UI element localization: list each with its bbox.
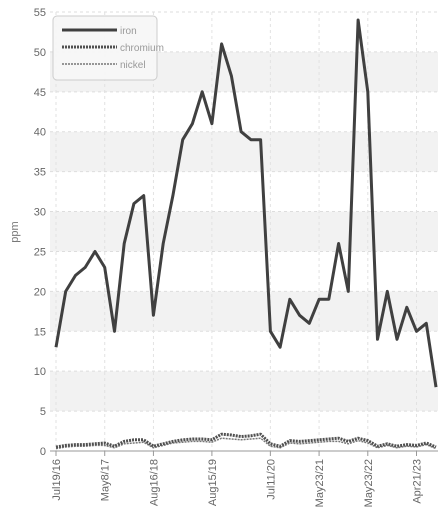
x-tick-label: Jul19/16 — [51, 459, 63, 501]
x-tick-label: May23/21 — [314, 459, 326, 507]
y-tick-label: 40 — [34, 127, 46, 139]
x-tick-label: May23/22 — [363, 459, 375, 507]
plot-band — [50, 371, 438, 412]
y-tick-label: 20 — [34, 286, 46, 298]
plot-band — [50, 211, 438, 252]
series-line-iron — [54, 18, 438, 388]
legend-label-nickel: nickel — [120, 60, 146, 71]
x-tick-label: Apr21/23 — [412, 459, 424, 504]
y-tick-label: 0 — [40, 446, 46, 458]
y-tick-label: 30 — [34, 207, 46, 219]
legend-label-iron: iron — [120, 26, 137, 37]
x-tick-label: Jul11/20 — [265, 459, 277, 500]
y-tick-label: 15 — [34, 326, 46, 338]
x-tick-label: May8/17 — [100, 459, 112, 501]
series-lines — [54, 18, 438, 450]
y-tick-label: 50 — [34, 47, 46, 59]
series-line-chromium — [55, 432, 437, 449]
legend-label-chromium: chromium — [120, 43, 164, 54]
x-tick-label: Aug16/18 — [148, 459, 160, 506]
x-tick-label: Aug15/19 — [207, 459, 219, 506]
plot-band — [50, 171, 438, 212]
y-tick-label: 35 — [34, 167, 46, 179]
y-tick-label: 10 — [34, 366, 46, 378]
legend: iron chromium nickel — [52, 15, 164, 81]
y-tick-label: 55 — [34, 7, 46, 19]
plot-band — [50, 411, 438, 451]
plot-band — [50, 331, 438, 372]
series-line-nickel — [55, 437, 437, 450]
y-axis-title: ppm — [9, 221, 21, 242]
x-axis-ticks: Jul19/16 May8/17 Aug16/18 Aug15/19 Jul11/20 M… — [50, 450, 438, 507]
y-axis-ticks: 0 5 10 15 20 25 30 35 40 45 50 55 — [34, 7, 46, 458]
y-tick-label: 25 — [34, 246, 46, 258]
y-tick-label: 5 — [40, 406, 46, 418]
plot-band — [50, 131, 438, 172]
y-tick-label: 45 — [34, 87, 46, 99]
plot-band — [50, 91, 438, 132]
